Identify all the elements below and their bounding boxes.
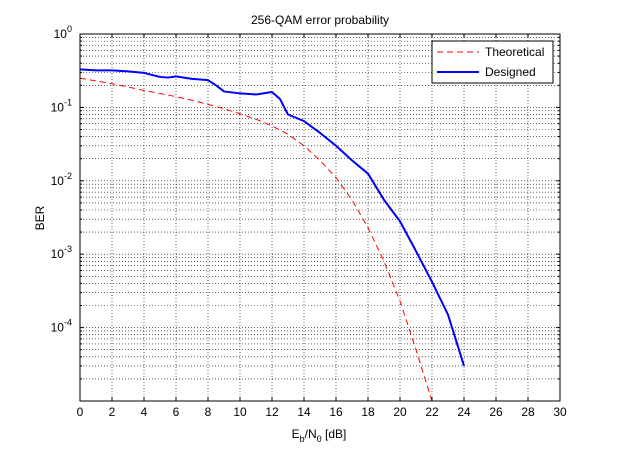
y-tick-label-base: 10 — [54, 27, 68, 41]
x-tick-label: 22 — [425, 405, 439, 419]
x-tick-label: 26 — [489, 405, 503, 419]
x-tick-label: 14 — [297, 405, 311, 419]
x-tick-label: 12 — [265, 405, 279, 419]
y-tick-label-base: 10 — [51, 247, 65, 261]
y-tick-label: 100 — [54, 24, 72, 41]
y-tick-label-base: 10 — [51, 321, 65, 335]
y-axis-label: BER — [33, 205, 47, 230]
x-tick-label: 8 — [205, 405, 212, 419]
ticks — [79, 34, 561, 401]
x-tick-label: 16 — [329, 405, 343, 419]
y-tick-label: 10-4 — [51, 318, 72, 335]
x-axis-label: Eb/N0 [dB] — [292, 427, 347, 444]
legend-label-designed: Designed — [485, 65, 536, 79]
x-tick-label: 18 — [361, 405, 375, 419]
series-layer — [80, 68, 465, 401]
x-tick-label: 2 — [109, 405, 116, 419]
plot-area — [80, 34, 560, 401]
plot-frame — [79, 33, 561, 402]
y-tick-label-exponent: -3 — [64, 244, 72, 254]
y-tick-label: 10-3 — [51, 244, 72, 261]
x-tick-label: 20 — [393, 405, 407, 419]
x-tick-label: 4 — [141, 405, 148, 419]
chart-title: 256-QAM error probability — [251, 13, 389, 27]
y-tick-label-exponent: -1 — [64, 97, 72, 107]
series-designed-line — [80, 68, 465, 367]
y-tick-label: 10-1 — [51, 97, 72, 114]
x-tick-labels: 0 2 4 6 8 10 12 14 16 18 20 22 24 26 28 30 — [77, 405, 567, 419]
x-tick-label: 10 — [233, 405, 247, 419]
series-theoretical-line — [80, 77, 433, 401]
y-tick-label-exponent: 0 — [67, 24, 72, 34]
y-tick-label-base: 10 — [51, 174, 65, 188]
legend: Theoretical Designed — [431, 40, 554, 84]
x-tick-label: 24 — [457, 405, 471, 419]
y-tick-label: 10-2 — [51, 171, 72, 188]
legend-box — [431, 40, 554, 84]
x-tick-label: 6 — [173, 405, 180, 419]
x-tick-label: 28 — [521, 405, 535, 419]
legend-label-theoretical: Theoretical — [485, 45, 544, 59]
grid — [80, 34, 560, 401]
y-tick-label-base: 10 — [51, 100, 65, 114]
x-tick-label: 0 — [77, 405, 84, 419]
y-tick-label-exponent: -4 — [64, 318, 72, 328]
x-tick-label: 30 — [553, 405, 567, 419]
y-tick-label-exponent: -2 — [64, 171, 72, 181]
